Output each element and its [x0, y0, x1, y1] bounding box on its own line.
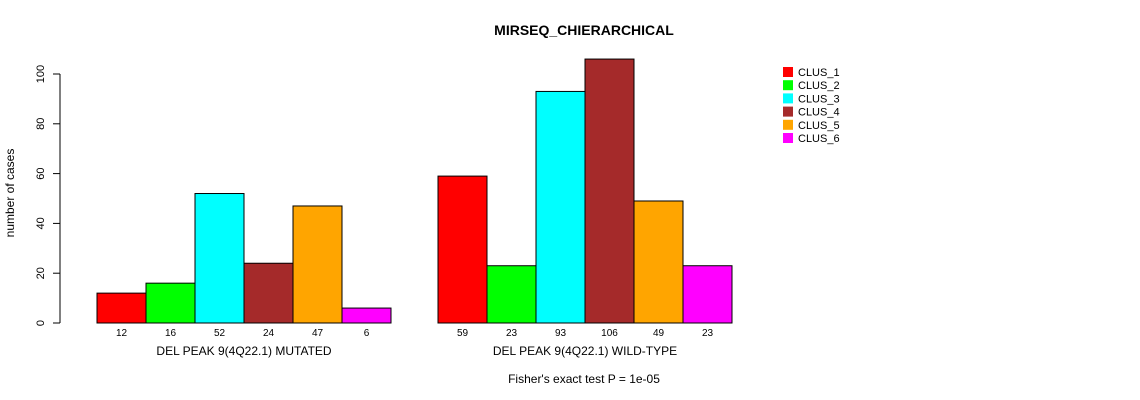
- legend-swatch: [783, 106, 793, 117]
- y-axis-label: number of cases: [3, 149, 17, 238]
- legend-swatch: [783, 133, 793, 143]
- legend-label: CLUS_6: [798, 133, 840, 145]
- legend-item: CLUS_1: [783, 67, 840, 79]
- legend-label: CLUS_5: [798, 120, 840, 132]
- y-tick-label: 60: [35, 167, 47, 179]
- legend-item: CLUS_2: [783, 80, 840, 92]
- bar-count-label: 16: [165, 328, 177, 339]
- legend-item: CLUS_3: [783, 93, 840, 105]
- bar-count-label: 47: [312, 328, 324, 339]
- bar-count-label: 12: [116, 328, 128, 339]
- bar-groups: 12 16 52 24 47 6 DEL PEAK 9(4Q22.1) MUTATED 59 2…: [96, 58, 733, 358]
- chart-title: MIRSEQ_CHIERARCHICAL: [494, 22, 674, 38]
- bar-count-label: 24: [263, 328, 275, 339]
- bar-clus-2: [145, 282, 196, 324]
- legend-swatch: [783, 67, 793, 77]
- legend-swatch: [783, 93, 793, 104]
- bar-clus-4: [584, 58, 635, 324]
- bar-clus-3: [535, 90, 586, 324]
- bar-count-label: 52: [214, 328, 226, 339]
- legend-swatch: [783, 119, 793, 130]
- group-label: DEL PEAK 9(4Q22.1) WILD-TYPE: [493, 344, 677, 358]
- bar-count-label: 6: [364, 328, 370, 339]
- fisher-test-footnote: Fisher's exact test P = 1e-05: [508, 372, 660, 386]
- bar-clus-1: [96, 292, 147, 324]
- bar-group: 12 16 52 24 47 6 DEL PEAK 9(4Q22.1) MUTATED: [96, 193, 392, 358]
- y-tick-label: 0: [35, 320, 47, 326]
- bar-clus-5: [292, 205, 343, 324]
- bar-count-label: 59: [457, 328, 469, 339]
- bar-count-label: 106: [601, 328, 618, 339]
- bar-clus-1: [437, 175, 488, 324]
- bar-count-label: 49: [653, 328, 665, 339]
- bar-count-label: 93: [555, 328, 567, 339]
- bar-clus-4: [243, 262, 294, 324]
- legend-label: CLUS_2: [798, 80, 840, 92]
- y-tick-label: 100: [35, 65, 47, 83]
- y-tick-label: 40: [35, 217, 47, 229]
- legend-swatch: [783, 80, 793, 91]
- y-tick-label: 20: [35, 267, 47, 279]
- bar-clus-2: [486, 265, 537, 324]
- bar-count-label: 23: [702, 328, 714, 339]
- legend-label: CLUS_4: [798, 107, 840, 119]
- bar-group: 59 23 93 106 49 23 DEL PEAK 9(4Q22.1) WILD-TYP…: [437, 58, 733, 358]
- legend-item: CLUS_4: [783, 106, 840, 119]
- legend-item: CLUS_6: [783, 133, 840, 145]
- bar-clus-6: [682, 265, 733, 324]
- bar-clus-3: [194, 193, 245, 324]
- y-tick-label: 80: [35, 118, 47, 130]
- y-axis: 0 20 40 60 80 100: [35, 65, 61, 326]
- bar-count-label: 23: [506, 328, 518, 339]
- bar-clus-6: [341, 307, 392, 324]
- legend-label: CLUS_3: [798, 93, 840, 105]
- legend-item: CLUS_5: [783, 119, 840, 132]
- legend-label: CLUS_1: [798, 67, 840, 79]
- group-label: DEL PEAK 9(4Q22.1) MUTATED: [156, 344, 331, 358]
- bar-clus-5: [633, 200, 684, 324]
